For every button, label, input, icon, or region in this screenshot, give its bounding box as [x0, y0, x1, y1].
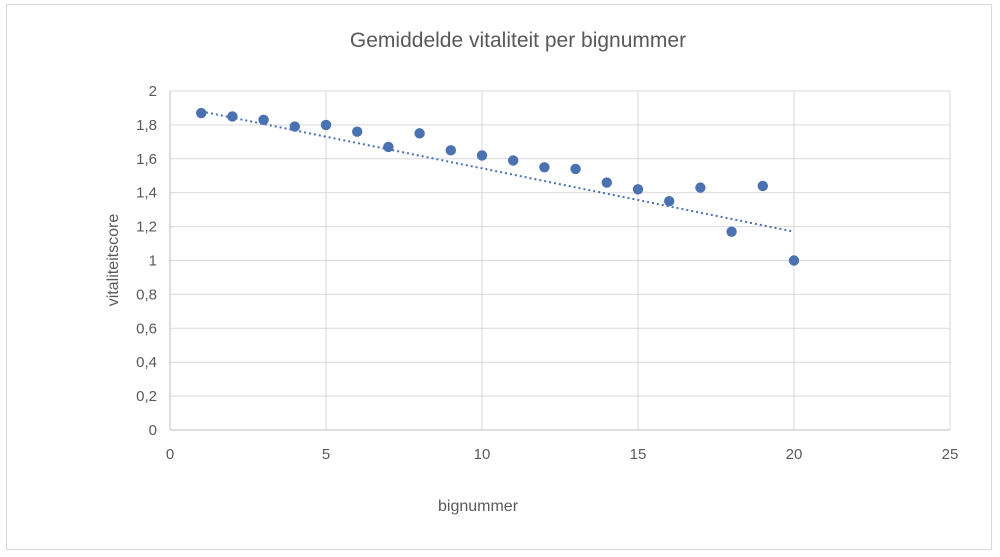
- axes: [169, 91, 950, 431]
- y-tick-label: 1,8: [136, 117, 157, 134]
- y-tick-label: 1,4: [136, 185, 157, 202]
- chart-title: Gemiddelde vitaliteit per bignummer: [350, 29, 686, 52]
- y-tick-label: 0,2: [136, 388, 157, 405]
- data-point: [757, 180, 768, 192]
- y-tick-label: 1,6: [136, 151, 157, 168]
- trendline-dotted: [201, 110, 795, 233]
- y-tick-label: 0,4: [136, 354, 157, 371]
- data-point: [258, 114, 269, 126]
- trendline: [201, 110, 795, 233]
- data-point: [196, 107, 207, 119]
- y-tick-label: 0,6: [136, 320, 157, 337]
- x-tick-label: 5: [322, 446, 330, 463]
- data-point: [320, 119, 332, 131]
- data-point: [632, 184, 644, 195]
- data-point: [695, 182, 706, 193]
- x-tick-label: 15: [630, 446, 647, 463]
- y-tick-label: 1: [149, 253, 157, 270]
- data-point: [476, 150, 488, 161]
- data-point: [383, 141, 394, 153]
- data-point: [352, 126, 363, 137]
- data-point: [445, 145, 456, 156]
- y-tick-label: 0: [149, 422, 157, 439]
- data-point: [601, 177, 612, 188]
- data-point: [414, 128, 425, 139]
- data-point: [788, 255, 800, 266]
- x-tick-label: 0: [166, 446, 174, 463]
- data-point: [227, 111, 238, 122]
- x-axis-title: bignummer: [438, 498, 519, 515]
- y-tick-label: 0,8: [136, 286, 157, 303]
- data-point: [664, 195, 675, 207]
- data-point: [539, 162, 550, 173]
- x-tick-label: 25: [942, 446, 959, 463]
- x-tick-label: 10: [474, 446, 491, 463]
- data-point: [726, 226, 737, 237]
- data-point: [508, 155, 519, 166]
- y-tick-label: 1,2: [136, 219, 157, 236]
- y-axis-title: vitaliteitscore: [105, 214, 122, 307]
- tick-labels: 00,20,40,60,811,21,41,61,820 5 10 15 20 25: [136, 83, 958, 463]
- data-point: [570, 163, 581, 175]
- grid-lines: [170, 90, 951, 430]
- x-tick-label: 20: [786, 446, 803, 463]
- data-point: [289, 121, 300, 132]
- data-points: [196, 107, 800, 266]
- y-tick-label: 2: [149, 83, 157, 100]
